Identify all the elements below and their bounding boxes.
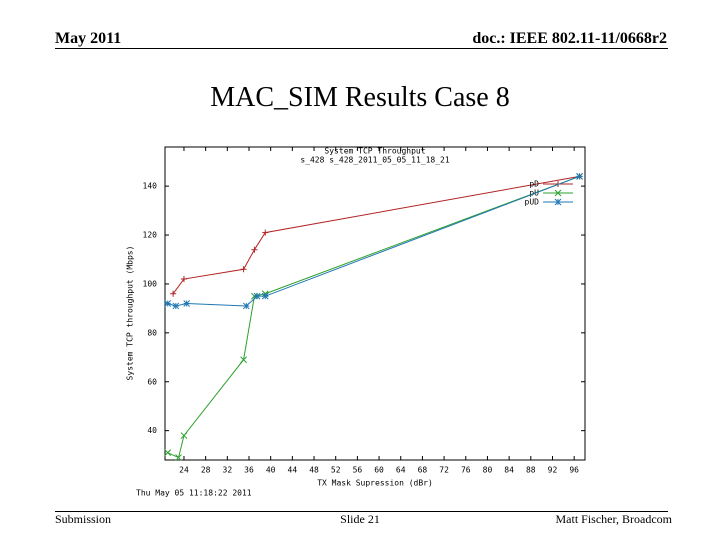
legend-marker [554, 189, 562, 197]
x-tick-label: 60 [374, 466, 384, 475]
chart-subtitle: s_428 s_428_2011_05_05_11_18_21 [300, 156, 449, 165]
x-tick-label: 48 [309, 466, 319, 475]
data-point [170, 290, 177, 297]
footer-right: Matt Fischer, Broadcom [555, 512, 673, 526]
x-axis-label: TX Mask Supression (dBr) [317, 479, 433, 488]
x-tick-label: 92 [548, 466, 558, 475]
x-tick-label: 72 [439, 466, 449, 475]
x-tick-label: 76 [461, 466, 471, 475]
y-tick-label: 80 [147, 328, 157, 337]
x-tick-label: 64 [396, 466, 406, 475]
footer-center: Slide 21 [340, 512, 380, 526]
x-tick-label: 56 [353, 466, 363, 475]
x-tick-label: 80 [483, 466, 493, 475]
legend-label: pU [529, 189, 539, 198]
header-date: May 2011 [55, 30, 122, 47]
x-tick-label: 32 [223, 466, 233, 475]
data-point [164, 449, 172, 457]
data-point [240, 356, 247, 364]
footer-rule [55, 511, 668, 512]
data-point [183, 300, 191, 307]
data-point [172, 302, 180, 310]
series-line [172, 175, 580, 295]
legend-label: pD [529, 180, 539, 189]
x-tick-label: 88 [526, 466, 536, 475]
header-doc: doc.: IEEE 802.11-11/0668r2 [472, 30, 667, 47]
x-tick-label: 84 [504, 466, 514, 475]
data-point [164, 300, 172, 307]
x-tick-label: 52 [331, 466, 341, 475]
data-point [253, 292, 261, 300]
y-tick-label: 60 [147, 377, 157, 386]
data-point [180, 276, 187, 283]
y-tick-label: 120 [143, 231, 158, 240]
x-tick-label: 44 [288, 466, 298, 475]
legend-label: pUD [525, 198, 540, 207]
chart-title: System TCP Throughput [324, 147, 425, 156]
footer-left: Submission [55, 512, 112, 526]
data-point [251, 246, 258, 253]
x-tick-label: 36 [244, 466, 254, 475]
plot-frame [164, 146, 586, 461]
x-tick-label: 40 [266, 466, 276, 475]
y-tick-label: 100 [143, 279, 158, 288]
series-line [167, 175, 580, 307]
data-point [180, 432, 188, 439]
data-point [242, 302, 250, 310]
data-point [240, 266, 247, 273]
timestamp: Thu May 05 11:18:22 2011 [136, 489, 252, 498]
y-tick-label: 40 [147, 426, 157, 435]
y-axis-label: System TCP throughput (Mbps) [126, 246, 135, 381]
data-point [175, 454, 182, 461]
x-tick-label: 28 [201, 466, 211, 475]
x-tick-label: 68 [418, 466, 428, 475]
data-point [262, 229, 269, 236]
legend-marker [554, 198, 562, 206]
slide-title: MAC_SIM Results Case 8 [210, 82, 510, 113]
data-point [576, 172, 583, 180]
x-tick-label: 96 [569, 466, 579, 475]
chart: System TCP Throughput s_428 s_428_2011_0… [126, 146, 586, 498]
series-line [167, 175, 580, 459]
data-point [261, 292, 269, 300]
x-tick-label: 24 [179, 466, 189, 475]
y-tick-label: 140 [143, 182, 158, 191]
header-rule [55, 48, 668, 49]
